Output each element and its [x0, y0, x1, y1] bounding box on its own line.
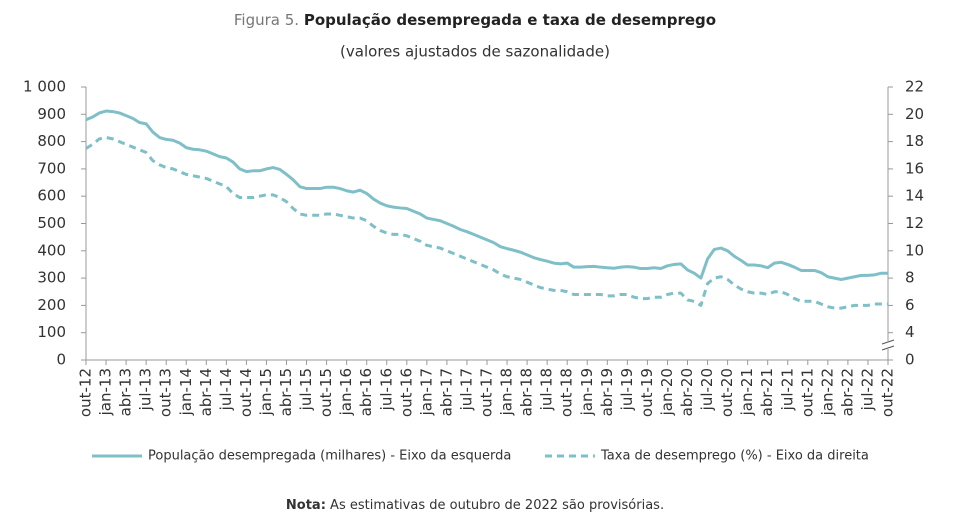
y-tick-label: 600	[37, 187, 66, 205]
x-tick-label: out-22	[879, 368, 897, 417]
x-tick-label: out-15	[317, 368, 335, 417]
series-line	[85, 109, 888, 281]
legend-label: População desempregada (milhares) - Eixo…	[148, 449, 511, 464]
x-tick-label: jul-19	[618, 368, 636, 411]
y-tick-label: 700	[37, 159, 66, 177]
x-tick-label: jan-18	[498, 368, 516, 416]
x-tick-label: out-17	[478, 368, 496, 417]
y-tick-label: 900	[37, 105, 66, 123]
note: As estimativas de outubro de 2022 são pr…	[330, 498, 664, 513]
x-tick-label: abr-21	[758, 368, 776, 416]
x-tick-label: jul-20	[698, 368, 716, 411]
y2-tick-label: 20	[905, 105, 924, 123]
x-tick-label: jan-21	[738, 368, 756, 416]
x-tick-label: out-21	[798, 368, 816, 417]
axis-break	[881, 345, 895, 351]
x-tick-label: jan-14	[177, 368, 195, 416]
y-tick-label: 800	[37, 132, 66, 150]
y-tick-label: 0	[56, 351, 66, 369]
x-tick-label: abr-22	[838, 368, 856, 416]
x-tick-label: jul-14	[217, 368, 235, 411]
axis-break	[881, 339, 895, 345]
x-tick-label: abr-18	[518, 368, 536, 416]
y-tick-label: 500	[37, 214, 66, 232]
x-tick-label: out-13	[157, 368, 175, 417]
chart-subtitle: (valores ajustados de sazonalidade)	[340, 43, 610, 61]
x-tick-label: out-16	[397, 368, 415, 417]
x-tick-label: jan-17	[417, 368, 435, 416]
x-tick-label: out-14	[237, 368, 255, 417]
x-tick-label: abr-20	[678, 368, 696, 416]
x-tick-label: jan-15	[257, 368, 275, 416]
axis-break-gap	[883, 341, 893, 349]
x-tick-label: jul-15	[297, 368, 315, 411]
note-label: Nota:	[286, 498, 326, 513]
x-tick-label: jan-20	[658, 368, 676, 416]
y2-tick-label: 8	[905, 269, 915, 287]
x-tick-label: jul-16	[377, 368, 395, 411]
x-tick-label: jul-17	[457, 368, 475, 411]
y-tick-label: 400	[37, 241, 66, 259]
x-tick-label: jul-13	[137, 368, 155, 411]
x-tick-label: jan-19	[578, 368, 596, 416]
x-tick-label: jul-18	[538, 368, 556, 411]
y-tick-label: 100	[37, 323, 66, 341]
y-tick-label: 200	[37, 296, 66, 314]
x-tick-label: jan-13	[97, 368, 115, 416]
y-tick-label: 1 000	[23, 78, 66, 96]
y2-tick-label: 18	[905, 132, 924, 150]
x-tick-label: jul-22	[858, 368, 876, 411]
y2-tick-label: 6	[905, 296, 915, 314]
chart-title: População desempregada e taxa de desempr…	[304, 11, 716, 29]
x-tick-label: out-19	[638, 368, 656, 417]
x-tick-label: out-20	[718, 368, 736, 417]
x-tick-label: abr-15	[277, 368, 295, 416]
chart-title-line: Figura 5. População desempregada e taxa …	[234, 11, 716, 29]
y2-tick-label: 22	[905, 78, 924, 96]
x-tick-label: jul-21	[778, 368, 796, 411]
x-tick-label: abr-17	[437, 368, 455, 416]
x-tick-label: out-12	[77, 368, 95, 417]
legend-label: Taxa de desemprego (%) - Eixo da direita	[600, 449, 869, 464]
y-tick-label: 300	[37, 269, 66, 287]
x-tick-label: abr-16	[357, 368, 375, 416]
y2-tick-label: 10	[905, 241, 924, 259]
y2-tick-label: 16	[905, 159, 924, 177]
x-tick-label: abr-19	[598, 368, 616, 416]
y2-tick-label: 4	[905, 323, 915, 341]
x-tick-label: abr-14	[197, 368, 215, 416]
y2-tick-label: 0	[905, 351, 915, 369]
x-tick-label: abr-13	[117, 368, 135, 416]
x-tick-label: out-18	[558, 368, 576, 417]
series-line	[85, 136, 888, 310]
note-line: Nota: As estimativas de outubro de 2022 …	[286, 498, 664, 513]
y2-tick-label: 12	[905, 214, 924, 232]
x-tick-label: jan-16	[337, 368, 355, 416]
x-tick-label: jan-22	[818, 368, 836, 416]
title-prefix: Figura 5.	[234, 11, 299, 29]
y2-tick-label: 14	[905, 187, 924, 205]
